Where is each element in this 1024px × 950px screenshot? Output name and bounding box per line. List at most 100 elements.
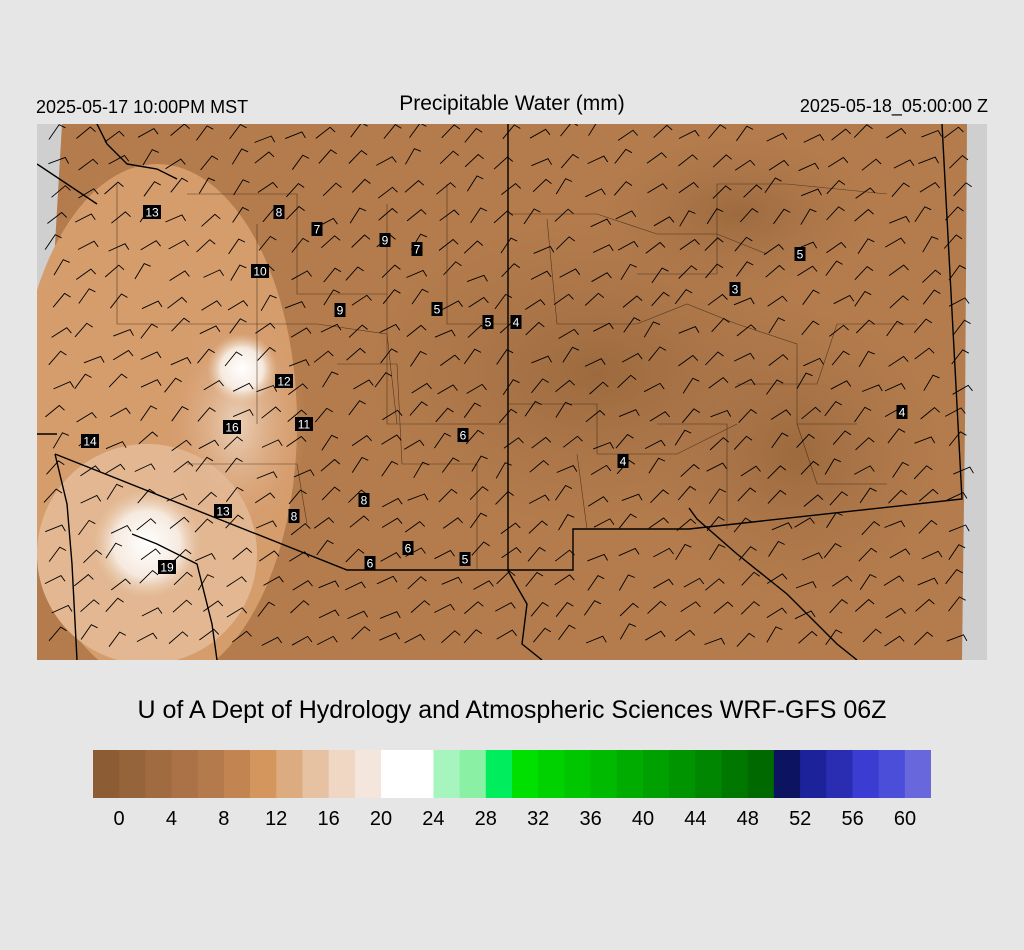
pw-value-label: 3 xyxy=(729,282,741,297)
wind-barb xyxy=(110,407,131,418)
pw-value-label: 6 xyxy=(402,541,414,556)
wind-barb xyxy=(528,520,548,534)
wind-barb xyxy=(349,515,370,528)
wind-barb xyxy=(922,269,942,283)
pw-value-label: 13 xyxy=(143,205,161,220)
wind-barb xyxy=(254,492,276,504)
no-data-edge-east xyxy=(962,124,987,660)
wind-barb xyxy=(225,514,244,529)
wind-barb xyxy=(766,573,788,584)
wind-barb xyxy=(411,382,432,394)
colorbar-swatch xyxy=(119,750,146,798)
wind-barb xyxy=(438,488,458,503)
wind-barb xyxy=(256,471,278,479)
wind-barb xyxy=(558,514,575,531)
wind-barb xyxy=(676,518,697,531)
wind-barb xyxy=(892,461,910,478)
wind-barb xyxy=(51,185,71,198)
wind-barb xyxy=(290,600,310,614)
wind-barb xyxy=(620,263,637,281)
wind-barb xyxy=(801,320,820,336)
wind-barb xyxy=(705,263,724,279)
wind-barb xyxy=(649,411,671,422)
wind-barb xyxy=(441,576,463,585)
wind-barb xyxy=(410,600,431,613)
wind-barb xyxy=(771,522,793,531)
wind-barb xyxy=(563,435,583,448)
wind-barb xyxy=(678,154,698,167)
colorbar-tick-label: 12 xyxy=(265,808,288,830)
wind-barb xyxy=(381,460,399,477)
wind-barb xyxy=(345,266,364,281)
wind-barb xyxy=(140,405,158,422)
wind-barb xyxy=(922,236,939,253)
wind-barb xyxy=(347,610,368,620)
pw-value-label: 4 xyxy=(896,405,908,420)
svg-text:5: 5 xyxy=(797,248,804,262)
wind-barb xyxy=(45,524,66,533)
wind-barb xyxy=(493,210,514,224)
colorbar-swatch xyxy=(145,750,173,798)
wind-barb xyxy=(170,357,192,366)
wind-barb xyxy=(854,208,874,222)
wind-barb xyxy=(616,459,636,475)
wind-barb xyxy=(683,577,705,588)
wind-barb xyxy=(733,517,752,533)
wind-barb xyxy=(825,260,843,276)
wind-barb xyxy=(345,581,366,591)
wind-barb xyxy=(861,158,882,171)
wind-barb xyxy=(593,518,615,528)
colorbar-swatch xyxy=(223,750,251,798)
wind-barb xyxy=(165,158,186,170)
wind-barb xyxy=(647,183,668,194)
wind-barb xyxy=(141,300,163,310)
wind-barb xyxy=(48,546,67,562)
wind-barb xyxy=(203,600,224,612)
wind-barb xyxy=(707,293,728,306)
wind-barb xyxy=(257,601,276,617)
wind-barb xyxy=(768,354,789,366)
wind-barb xyxy=(442,300,463,310)
wind-barb xyxy=(803,357,824,367)
wind-barb xyxy=(257,181,278,193)
wind-barb xyxy=(500,522,521,535)
wind-barb xyxy=(824,401,843,417)
wind-barb xyxy=(112,349,134,361)
wind-barb xyxy=(348,489,368,503)
wind-barb xyxy=(913,318,933,333)
svg-text:4: 4 xyxy=(620,455,627,469)
colorbar-swatch xyxy=(512,750,539,798)
wind-barb xyxy=(712,185,732,199)
moisture-max-central xyxy=(207,334,277,404)
precipitable-water-value-labels: 13 8 7 9 7 10 9 5 5 4 5 3 12 16 11 14 6 4 4 8 13 8 6 5 6 19 xyxy=(81,205,908,575)
pw-value-label: 14 xyxy=(81,434,99,449)
wind-barb xyxy=(915,598,935,612)
wind-barb xyxy=(409,401,428,416)
wind-barb xyxy=(798,162,820,172)
wind-barb xyxy=(796,372,813,389)
wind-barb xyxy=(172,549,192,563)
wind-barb xyxy=(473,580,494,590)
wind-barb xyxy=(503,437,524,449)
wind-barb xyxy=(439,209,460,222)
wind-barb xyxy=(203,269,224,278)
wind-barb xyxy=(914,631,934,646)
wind-barb xyxy=(199,628,220,641)
wind-barb xyxy=(290,523,311,536)
wind-barb xyxy=(591,272,612,283)
state-borders xyxy=(37,124,963,660)
wind-barb xyxy=(556,465,578,473)
wind-barb xyxy=(142,149,159,166)
colorbar-swatch xyxy=(826,750,854,798)
wind-barb xyxy=(946,492,968,501)
wind-barb xyxy=(800,208,817,225)
wind-barb xyxy=(583,600,602,616)
wind-barb xyxy=(292,580,313,591)
wind-barb xyxy=(943,126,964,139)
wind-barb xyxy=(923,374,940,391)
wind-barb xyxy=(288,359,310,367)
svg-text:6: 6 xyxy=(367,557,374,571)
wind-barb xyxy=(228,238,246,255)
wind-barb xyxy=(80,494,102,504)
wind-barb xyxy=(644,439,666,449)
